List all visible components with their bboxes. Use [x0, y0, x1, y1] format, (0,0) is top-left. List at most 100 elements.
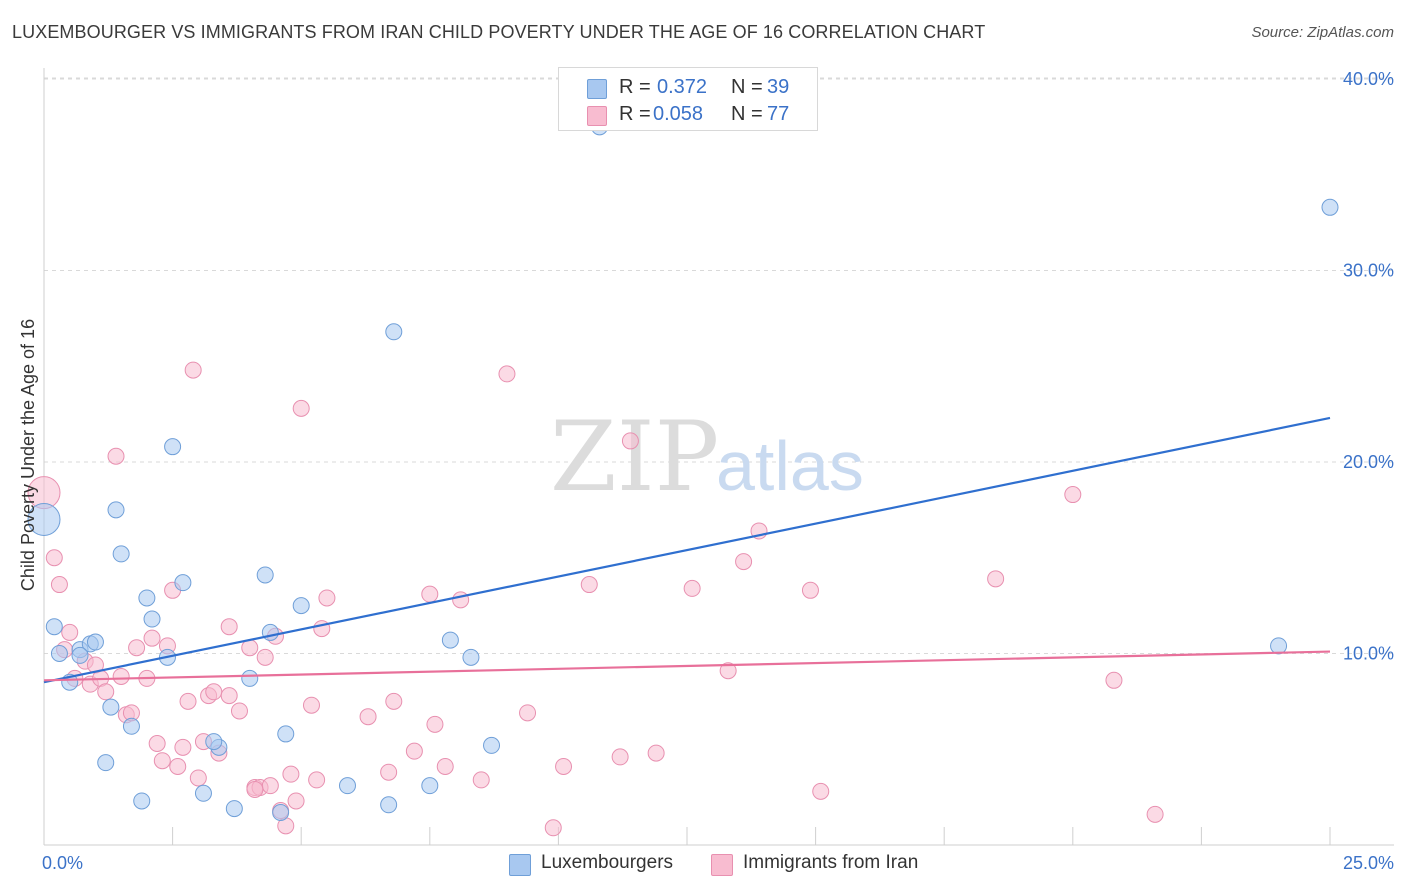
- iran-point: [472, 771, 490, 789]
- iran-point: [1064, 486, 1082, 504]
- iran-point: [50, 576, 68, 594]
- legend-r-value: 0.058: [653, 103, 704, 125]
- iran-point: [189, 769, 207, 787]
- iran-point: [256, 648, 274, 666]
- luxembourger-point: [1321, 198, 1339, 216]
- luxembourger-point: [50, 645, 68, 662]
- legend-n-label: N =: [731, 103, 763, 125]
- iran-point: [421, 585, 439, 603]
- luxembourger-point: [1270, 637, 1288, 655]
- chart-title: LUXEMBOURGER VS IMMIGRANTS FROM IRAN CHI…: [12, 22, 986, 42]
- iran-point: [45, 549, 63, 567]
- iran-point: [205, 683, 223, 701]
- luxembourger-point: [112, 545, 130, 563]
- luxembourger-point: [86, 633, 104, 651]
- iran-point: [292, 399, 310, 417]
- luxembourger-point: [138, 589, 156, 607]
- grid-lines: [44, 77, 1394, 654]
- bottom-legend-swatch-iran: [711, 854, 733, 876]
- luxembourger-point: [241, 669, 259, 687]
- iran-point: [683, 579, 701, 597]
- iran-point: [647, 744, 665, 762]
- iran-point: [519, 704, 537, 722]
- luxembourger-trend-line: [43, 416, 1331, 684]
- legend-swatch-iran: [587, 106, 607, 126]
- iran-point: [246, 780, 264, 798]
- luxembourger-point: [292, 597, 310, 615]
- legend-n-value: 77: [767, 103, 790, 125]
- iran-point: [261, 777, 279, 795]
- legend: R = 0.372 N = 39 R = 0.058 N = 77: [558, 67, 818, 131]
- luxembourger-point: [385, 323, 403, 341]
- luxembourger-point: [462, 648, 480, 666]
- x-tick-label: 0.0%: [42, 853, 83, 873]
- luxembourger-point: [380, 796, 398, 814]
- iran-point: [148, 735, 166, 753]
- legend-r-value: 0.372: [657, 76, 708, 98]
- iran-point: [405, 742, 423, 760]
- iran-point: [287, 792, 305, 810]
- iran-point: [426, 715, 444, 733]
- luxembourger-point: [27, 502, 61, 536]
- legend-swatch-luxembourgers: [587, 79, 607, 99]
- legend-n-value: 39: [767, 76, 790, 98]
- iran-point: [220, 618, 238, 636]
- tick-labels: 10.0% 20.0% 30.0% 40.0% 0.0% 25.0%: [42, 69, 1394, 873]
- iran-point: [282, 765, 300, 783]
- iran-point: [153, 752, 171, 770]
- luxembourger-point: [102, 698, 120, 716]
- iran-point: [1146, 805, 1164, 823]
- iran-point: [380, 763, 398, 781]
- y-tick-label: 40.0%: [1343, 69, 1394, 89]
- iran-point: [220, 687, 238, 705]
- iran-point: [555, 757, 573, 775]
- legend-n-label: N =: [731, 76, 763, 98]
- iran-point: [987, 570, 1005, 588]
- trend-lines: [43, 416, 1331, 684]
- iran-point: [735, 553, 753, 571]
- luxembourger-point: [107, 501, 125, 519]
- bottom-legend-label-luxembourgers: Luxembourgers: [541, 852, 674, 873]
- iran-point: [61, 623, 79, 641]
- luxembourger-point: [272, 803, 290, 821]
- iran-point: [621, 432, 639, 450]
- data-points: [27, 118, 1339, 837]
- iran-point: [801, 581, 819, 599]
- iran-trend-line: [43, 650, 1331, 682]
- y-tick-label: 20.0%: [1343, 452, 1394, 472]
- watermark-zip: ZIP: [550, 401, 719, 513]
- luxembourger-point: [71, 646, 89, 664]
- iran-point: [107, 447, 125, 465]
- luxembourger-point: [122, 717, 140, 735]
- luxembourger-point: [205, 733, 223, 751]
- legend-row-luxembourgers: R = 0.372 N = 39: [559, 76, 817, 102]
- watermark: ZIP atlas: [550, 401, 864, 513]
- luxembourger-point: [45, 618, 63, 636]
- iran-point: [230, 702, 248, 720]
- iran-point: [318, 589, 336, 607]
- y-tick-label: 10.0%: [1343, 644, 1394, 664]
- luxembourger-point: [143, 610, 161, 628]
- iran-point: [498, 365, 516, 383]
- x-tick-label: 25.0%: [1343, 853, 1394, 873]
- iran-point: [302, 696, 320, 714]
- iran-point: [580, 576, 598, 594]
- iran-point: [359, 708, 377, 726]
- iran-point: [611, 748, 629, 766]
- iran-point: [143, 629, 161, 647]
- luxembourger-point: [421, 777, 439, 795]
- iran-point: [308, 771, 326, 789]
- luxembourger-point: [225, 800, 243, 818]
- luxembourger-point: [277, 725, 295, 743]
- iran-point: [436, 757, 454, 775]
- iran-point: [179, 692, 197, 710]
- luxembourger-point: [441, 631, 459, 649]
- iran-point: [452, 591, 470, 609]
- luxembourger-point: [338, 777, 356, 795]
- iran-point: [128, 639, 146, 657]
- iran-point: [719, 662, 737, 680]
- luxembourger-point: [164, 438, 182, 456]
- luxembourger-point: [483, 736, 501, 754]
- iran-point: [184, 361, 202, 379]
